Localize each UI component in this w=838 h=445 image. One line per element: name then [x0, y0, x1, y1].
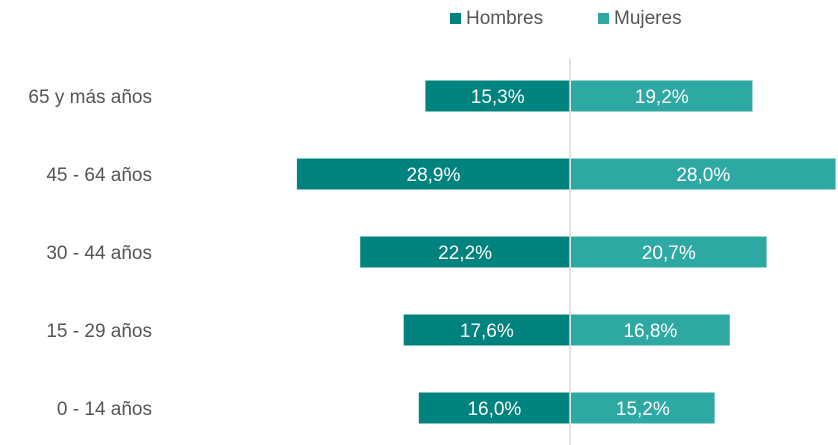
category-label-0-14-anos: 0 - 14 años [57, 399, 152, 420]
bars: 65 y más años 15,3% 19,2% 45 - 64 años 28,9%… [28, 80, 836, 424]
data-label-hombres-65-y-mas-anos: 15,3% [471, 87, 525, 108]
category-label-65-y-mas-anos: 65 y más años [28, 87, 152, 108]
legend-label-hombres: Hombres [466, 8, 543, 29]
data-label-hombres-15-29-anos: 17,6% [460, 321, 514, 342]
data-label-hombres-30-44-anos: 22,2% [438, 243, 492, 264]
bar-hombres-45-64-anos [296, 158, 570, 190]
data-label-hombres-45-64-anos: 28,9% [407, 165, 461, 186]
bar-mujeres-0-14-anos [571, 392, 715, 424]
data-label-mujeres-30-44-anos: 20,7% [642, 243, 696, 264]
legend: Hombres Mujeres [450, 8, 682, 29]
data-label-mujeres-65-y-mas-anos: 19,2% [635, 87, 689, 108]
bar-hombres-15-29-anos [403, 314, 570, 346]
legend-swatch-mujeres [598, 13, 609, 24]
category-label-45-64-anos: 45 - 64 años [46, 165, 152, 186]
bar-mujeres-45-64-anos [571, 158, 836, 190]
data-label-hombres-0-14-anos: 16,0% [467, 399, 521, 420]
bar-hombres-0-14-anos [418, 392, 570, 424]
bar-mujeres-65-y-mas-anos [571, 80, 753, 112]
data-label-mujeres-0-14-anos: 15,2% [616, 399, 670, 420]
bar-mujeres-30-44-anos [571, 236, 767, 268]
bar-mujeres-15-29-anos [571, 314, 730, 346]
bar-hombres-65-y-mas-anos [425, 80, 570, 112]
data-label-mujeres-45-64-anos: 28,0% [676, 165, 730, 186]
bar-hombres-30-44-anos [360, 236, 570, 268]
legend-label-mujeres: Mujeres [614, 8, 682, 29]
legend-swatch-hombres [450, 13, 461, 24]
category-label-30-44-anos: 30 - 44 años [46, 243, 152, 264]
category-label-15-29-anos: 15 - 29 años [46, 321, 152, 342]
data-label-mujeres-15-29-anos: 16,8% [623, 321, 677, 342]
